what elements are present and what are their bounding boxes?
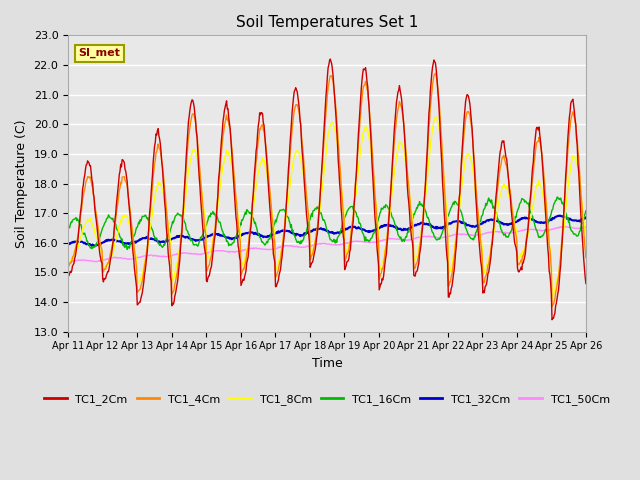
TC1_50Cm — [390, 236, 398, 242]
TC1_32Cm — [127, 240, 135, 246]
TC1_4Cm — [390, 150, 397, 156]
Text: SI_met: SI_met — [79, 48, 120, 59]
TC1_50Cm — [64, 260, 72, 265]
Title: Soil Temperatures Set 1: Soil Temperatures Set 1 — [236, 15, 418, 30]
TC1_2Cm — [180, 206, 188, 212]
TC1_8Cm — [582, 238, 589, 243]
TC1_8Cm — [127, 227, 134, 232]
TC1_32Cm — [74, 239, 81, 244]
TC1_50Cm — [180, 250, 188, 256]
TC1_4Cm — [74, 236, 81, 242]
TC1_4Cm — [548, 303, 556, 309]
TC1_2Cm — [406, 209, 413, 215]
TC1_16Cm — [553, 194, 561, 200]
TC1_16Cm — [64, 225, 72, 231]
Line: TC1_8Cm: TC1_8Cm — [68, 117, 586, 297]
TC1_16Cm — [180, 218, 188, 224]
Y-axis label: Soil Temperature (C): Soil Temperature (C) — [15, 120, 28, 248]
TC1_50Cm — [65, 260, 73, 265]
TC1_8Cm — [548, 294, 556, 300]
TC1_4Cm — [180, 206, 188, 212]
TC1_2Cm — [582, 281, 589, 287]
TC1_4Cm — [582, 254, 589, 260]
TC1_8Cm — [431, 114, 439, 120]
TC1_16Cm — [207, 212, 215, 217]
TC1_8Cm — [405, 184, 413, 190]
TC1_2Cm — [548, 317, 556, 323]
TC1_32Cm — [556, 213, 563, 218]
TC1_16Cm — [406, 225, 413, 231]
TC1_4Cm — [127, 214, 134, 219]
TC1_16Cm — [124, 247, 131, 252]
TC1_2Cm — [207, 265, 214, 271]
TC1_32Cm — [88, 243, 96, 249]
TC1_8Cm — [207, 247, 214, 252]
TC1_4Cm — [64, 263, 72, 269]
TC1_32Cm — [207, 232, 215, 238]
TC1_50Cm — [562, 224, 570, 229]
TC1_32Cm — [64, 242, 72, 248]
TC1_4Cm — [431, 71, 439, 76]
TC1_8Cm — [390, 177, 397, 183]
TC1_2Cm — [74, 240, 81, 246]
TC1_50Cm — [127, 256, 135, 262]
TC1_2Cm — [64, 273, 72, 278]
Line: TC1_16Cm: TC1_16Cm — [68, 197, 586, 250]
TC1_2Cm — [127, 223, 134, 229]
TC1_16Cm — [582, 208, 589, 214]
Line: TC1_4Cm: TC1_4Cm — [68, 73, 586, 306]
Line: TC1_50Cm: TC1_50Cm — [68, 227, 586, 263]
TC1_4Cm — [405, 182, 413, 188]
TC1_8Cm — [64, 260, 72, 266]
TC1_32Cm — [406, 226, 413, 231]
TC1_8Cm — [74, 246, 81, 252]
TC1_8Cm — [180, 216, 188, 221]
Line: TC1_2Cm: TC1_2Cm — [68, 59, 586, 320]
TC1_16Cm — [74, 216, 81, 222]
TC1_50Cm — [406, 237, 413, 242]
Legend: TC1_2Cm, TC1_4Cm, TC1_8Cm, TC1_16Cm, TC1_32Cm, TC1_50Cm: TC1_2Cm, TC1_4Cm, TC1_8Cm, TC1_16Cm, TC1… — [40, 389, 614, 409]
TC1_16Cm — [390, 219, 398, 225]
TC1_50Cm — [74, 257, 82, 263]
TC1_50Cm — [207, 249, 215, 254]
TC1_4Cm — [207, 255, 214, 261]
TC1_16Cm — [127, 239, 135, 245]
TC1_2Cm — [326, 56, 334, 62]
TC1_32Cm — [390, 224, 398, 230]
TC1_32Cm — [180, 234, 188, 240]
Line: TC1_32Cm: TC1_32Cm — [68, 216, 586, 246]
TC1_50Cm — [582, 224, 589, 230]
TC1_2Cm — [390, 126, 398, 132]
X-axis label: Time: Time — [312, 357, 342, 370]
TC1_32Cm — [582, 215, 589, 220]
